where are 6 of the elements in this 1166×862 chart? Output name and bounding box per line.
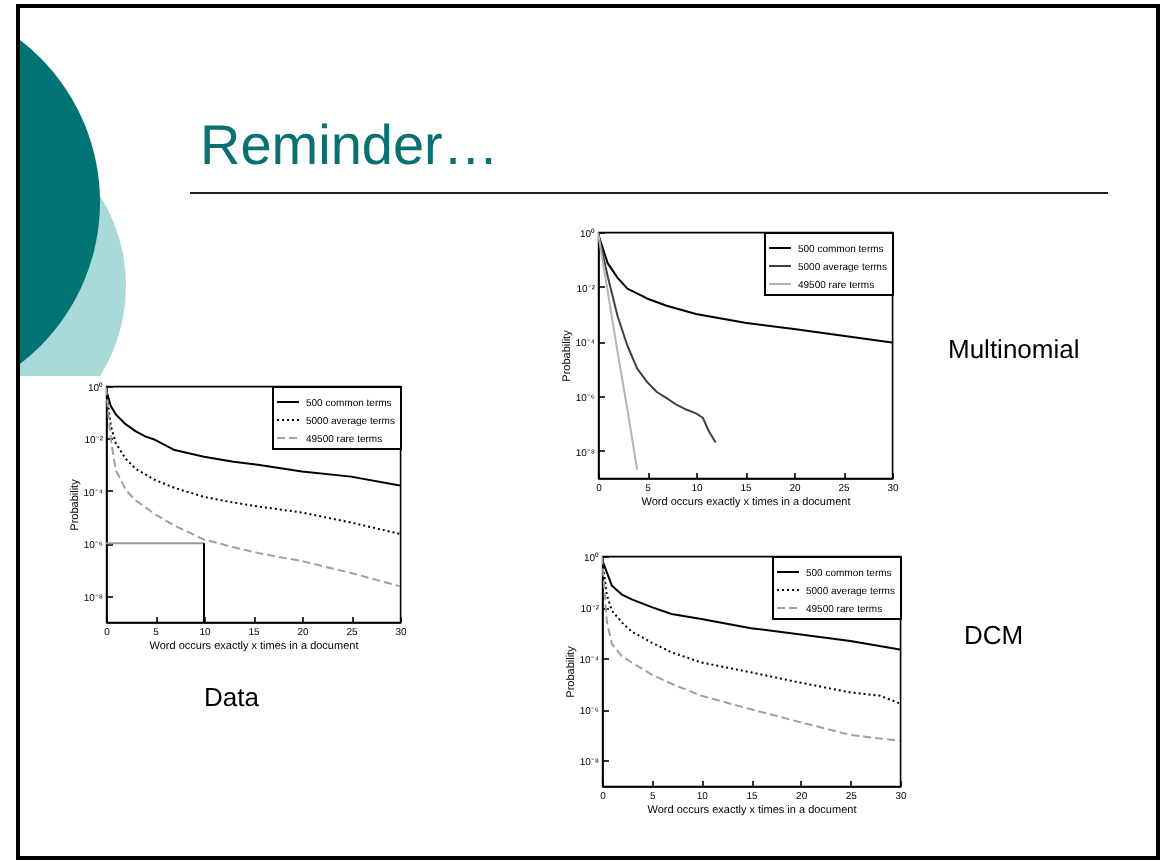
text: Data <box>204 682 259 712</box>
text: Multinomial <box>948 334 1080 364</box>
line-series <box>598 232 717 444</box>
text: Reminder… <box>200 114 499 176</box>
text: DCM <box>964 620 1024 650</box>
line-series <box>598 232 639 471</box>
